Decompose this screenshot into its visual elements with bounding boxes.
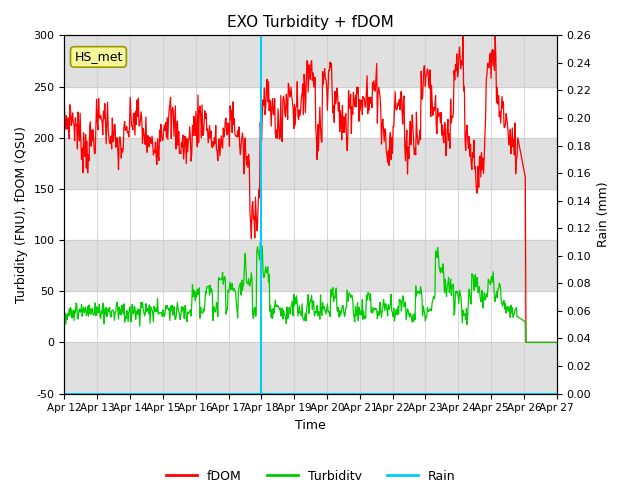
Title: EXO Turbidity + fDOM: EXO Turbidity + fDOM [227, 15, 394, 30]
Bar [65, 36, 557, 86]
Legend: fDOM, Turbidity, Rain: fDOM, Turbidity, Rain [161, 465, 461, 480]
X-axis label: Time: Time [295, 419, 326, 432]
Bar [65, 240, 557, 291]
Bar [65, 138, 557, 189]
Bar [65, 342, 557, 394]
Text: HS_met: HS_met [74, 50, 123, 63]
Y-axis label: Rain (mm): Rain (mm) [597, 181, 610, 247]
Y-axis label: Turbidity (FNU), fDOM (QSU): Turbidity (FNU), fDOM (QSU) [15, 126, 28, 303]
